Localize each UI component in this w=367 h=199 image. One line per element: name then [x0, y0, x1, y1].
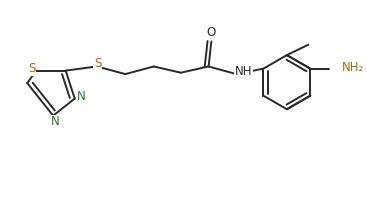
- Text: N: N: [77, 90, 86, 103]
- Text: S: S: [94, 57, 101, 70]
- Text: O: O: [207, 26, 216, 39]
- Text: N: N: [51, 115, 59, 128]
- Text: NH₂: NH₂: [342, 61, 364, 74]
- Text: NH: NH: [235, 65, 252, 78]
- Text: S: S: [29, 62, 36, 75]
